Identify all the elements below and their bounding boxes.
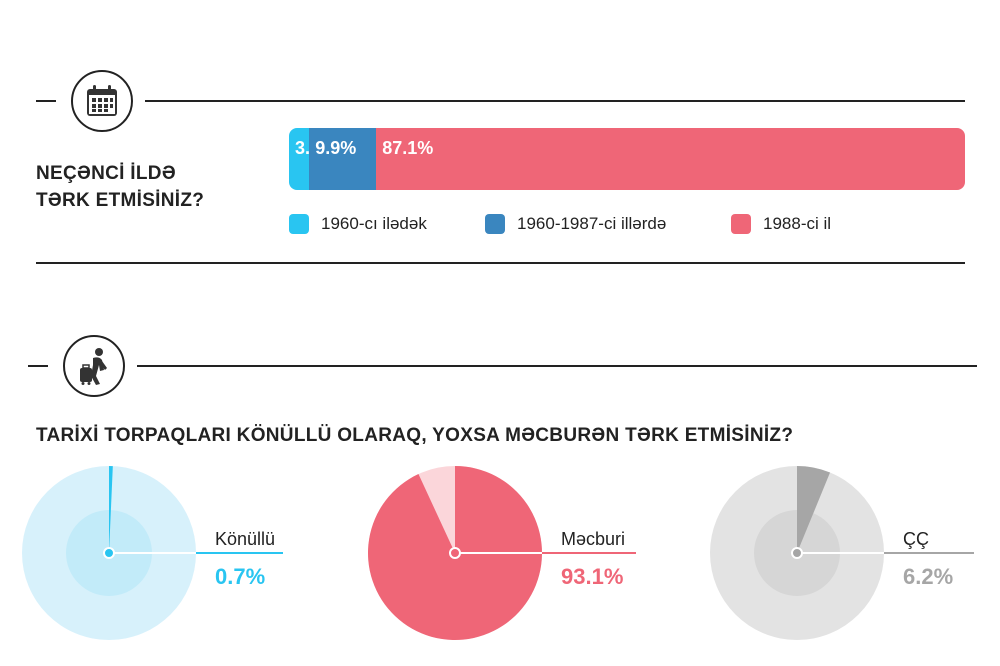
legend-swatch-3 — [731, 214, 751, 234]
pie-track-3 — [710, 466, 884, 640]
pie-value-2: 93.1% — [561, 564, 623, 589]
traveler-with-suitcase-icon — [80, 348, 107, 385]
legend-label-2: 1960-1987-ci illərdə — [517, 214, 667, 233]
bar-segment-label-3: 87.1% — [382, 138, 434, 158]
legend-label-1: 1960-cı ilədək — [321, 214, 427, 233]
pie-inner-3 — [754, 510, 840, 596]
pie-slice-2 — [367, 466, 542, 640]
bar-segment-label-2: 9.9% — [315, 138, 357, 158]
pie-center-dot-3 — [791, 547, 803, 559]
bar-segment-3: 87.1% — [376, 128, 965, 190]
pie-category-3: ÇÇ — [903, 529, 929, 549]
section2-top-line-left — [28, 365, 48, 367]
pie-track-2 — [368, 466, 542, 640]
bar-segment-1: 3.0% — [289, 128, 336, 190]
pie-slice-1 — [109, 465, 113, 553]
section1-top-line-left — [36, 100, 56, 102]
legend-swatch-1 — [289, 214, 309, 234]
q1-question: NEÇƏNCİ İLDƏ TƏRK ETMİSİNİZ? — [36, 160, 204, 214]
section1-top-line-right — [145, 100, 965, 102]
calendar-icon-circle — [71, 70, 133, 132]
pie-value-3: 6.2% — [903, 564, 953, 589]
legend-item-2: 1960-1987-ci illərdə — [485, 214, 666, 234]
bar-segment-2: 9.9% — [309, 128, 377, 190]
legend-item-1: 1960-cı ilədək — [289, 214, 427, 234]
calendar-icon — [87, 85, 117, 116]
stacked-bar-chart: 3.0%9.9% 87.1% — [289, 128, 965, 190]
legend-swatch-2 — [485, 214, 505, 234]
q2-question: TARİXİ TORPAQLARI KÖNÜLLÜ OLARAQ, YOXSA … — [36, 425, 794, 446]
pie-value-1: 0.7% — [215, 564, 265, 589]
q1-question-line2: TƏRK ETMİSİNİZ? — [36, 190, 205, 211]
pie-track-1 — [22, 466, 196, 640]
section2-top-line-right — [137, 365, 977, 367]
traveler-icon-circle — [63, 335, 125, 397]
pie-center-dot-2 — [449, 547, 461, 559]
q1-question-line1: NEÇƏNCİ İLDƏ — [36, 163, 176, 184]
legend-label-3: 1988-ci il — [763, 214, 832, 233]
pie-category-1: Könüllü — [215, 529, 275, 549]
pie-category-2: Məcburi — [561, 529, 625, 549]
pie-slice-3 — [797, 466, 831, 553]
section1-bottom-line — [36, 262, 965, 264]
pie-center-dot-1 — [103, 547, 115, 559]
legend-item-3: 1988-ci il — [731, 214, 831, 234]
pie-inner-1 — [66, 510, 152, 596]
